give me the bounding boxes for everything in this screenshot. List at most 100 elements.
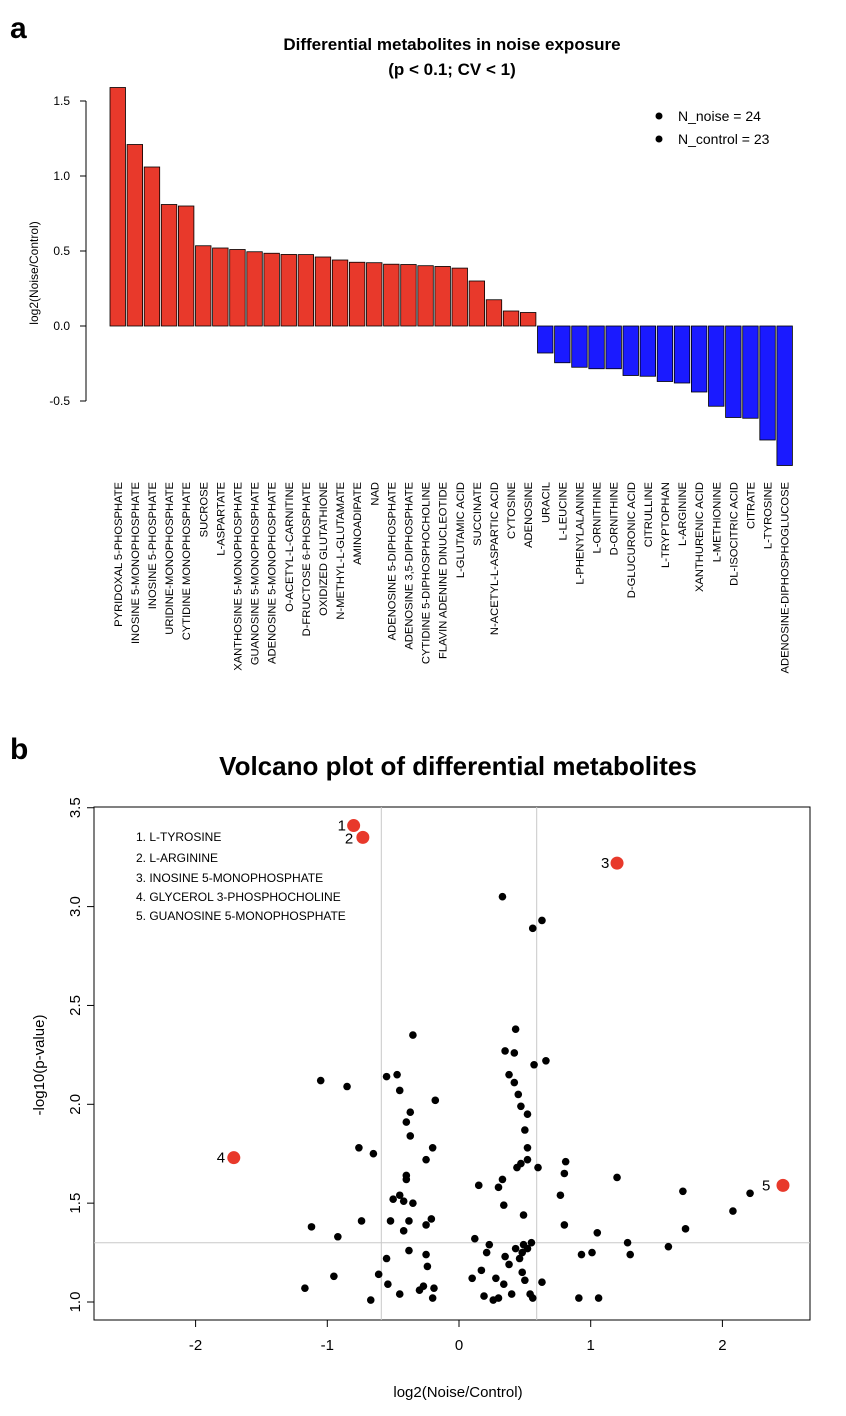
bar-category-label: CYTIDINE MONOPHOSPHATE [181,482,193,640]
bar [605,325,622,370]
legend-entry-noise: N_noise = 24 [678,108,761,124]
volcano-point [395,1086,404,1095]
highlighted-point-2 [356,830,370,844]
bar-category-label: URACIL [540,482,552,523]
bar [212,247,229,327]
bar [348,261,366,327]
bar [776,325,793,466]
annotation-1: 1. L-TYROSINE [136,830,221,844]
volcano-y-tick-label: 2.0 [67,1094,84,1115]
volcano-point [402,1171,411,1180]
bar-category-label: L-ORNITHINE [592,482,604,553]
bar [468,280,486,327]
bar-category-label: D-FRUCTOSE 6-PHOSPHATE [301,482,313,636]
volcano-point [575,1294,583,1302]
bar-category-label: L-LEUCINE [557,482,569,540]
volcano-point [468,1274,476,1283]
volcano-point [405,1246,413,1255]
legend-marker-control [655,135,663,143]
highlighted-point-label-1: 1 [338,818,346,835]
volcano-point [519,1211,528,1219]
volcano-point [523,1110,532,1118]
volcano-point [593,1229,602,1237]
volcano-point [679,1187,687,1196]
bar-category-label: CITRULLINE [643,482,655,547]
bar-category-label: DL-ISOCITRIC ACID [728,482,740,586]
volcano-point [431,1096,440,1105]
bar-category-label: CYTOSINE [506,482,518,539]
highlighted-point-label-4: 4 [217,1150,225,1167]
volcano-x-tick-label: 2 [718,1337,726,1354]
highlighted-point-label-3: 3 [601,855,609,872]
bar [639,325,656,377]
bar [725,325,742,418]
highlighted-point-label-2: 2 [345,830,353,847]
bar [400,264,417,327]
volcano-point [521,1126,529,1134]
volcano-y-tick-label: 1.0 [67,1292,84,1313]
volcano-point [528,1294,537,1302]
volcano-point [499,1201,508,1209]
bar [451,267,468,327]
bar-category-label: NAD [369,482,381,506]
highlighted-point-4 [227,1151,241,1165]
volcano-point [422,1221,430,1229]
volcano-point [534,1163,542,1172]
volcano-point [521,1276,529,1285]
bar-category-label: GUANOSINE 5-MONOPHOSPHATE [250,482,262,665]
bar [280,254,297,327]
volcano-point [538,916,546,925]
volcano-point [518,1268,527,1277]
bar-category-label: URIDINE-MONOPHOSPHATE [164,482,176,635]
bar-y-tick-label: 1.5 [53,94,70,108]
volcano-point [538,1278,546,1287]
volcano-point [501,1252,509,1261]
volcano-point [428,1143,437,1152]
volcano-point [613,1173,621,1182]
volcano-point [561,1157,570,1166]
highlighted-point-5 [776,1178,790,1192]
bar [263,252,280,327]
bar [520,312,537,327]
volcano-point [560,1221,569,1229]
bar [246,251,263,327]
bar [143,166,161,327]
volcano-point [577,1250,586,1259]
bar [366,262,383,327]
highlighted-point-3 [610,856,624,870]
annotation-2: 2. L-ARGININE [136,851,218,865]
annotation-3: 3. INOSINE 5-MONOPHOSPHATE [136,871,323,885]
volcano-point [514,1090,523,1099]
volcano-point [374,1270,383,1279]
bar [588,325,605,370]
volcano-point [316,1076,325,1085]
volcano-point [395,1290,404,1298]
volcano-point [477,1266,486,1275]
bar [759,325,776,441]
volcano-point [430,1284,438,1292]
volcano-point [399,1197,408,1205]
legend-entry-control: N_control = 23 [678,131,770,147]
bar [502,310,520,327]
bar [109,87,126,327]
volcano-annotation-list: 1. L-TYROSINE 2. L-ARGININE 3. INOSINE 5… [136,830,346,923]
bar-category-label: XANTHURENIC ACID [694,482,706,592]
volcano-point [395,1191,404,1200]
volcano-point [494,1183,503,1192]
volcano-point [511,1025,520,1033]
bar [160,204,178,327]
bar-category-label: ADENOSINE 3,5-DIPHOSPHATE [403,482,415,650]
volcano-point [382,1254,391,1263]
volcano-y-tick-label: 3.5 [67,797,84,818]
volcano-point [355,1143,363,1152]
volcano-point [505,1070,513,1079]
bar-category-label: INOSINE 5-PHOSPHATE [147,482,159,609]
volcano-point [499,1280,508,1289]
bar-category-label: L-TYROSINE [763,482,775,549]
legend-marker-noise [655,112,663,120]
bar-category-label: CYTIDINE 5-DIPHOSPHOCHOLINE [421,482,433,664]
bar-category-label: L-TRYPTOPHAN [660,482,672,568]
volcano-point [480,1292,488,1300]
volcano-point [406,1132,415,1140]
volcano-point [626,1250,635,1259]
